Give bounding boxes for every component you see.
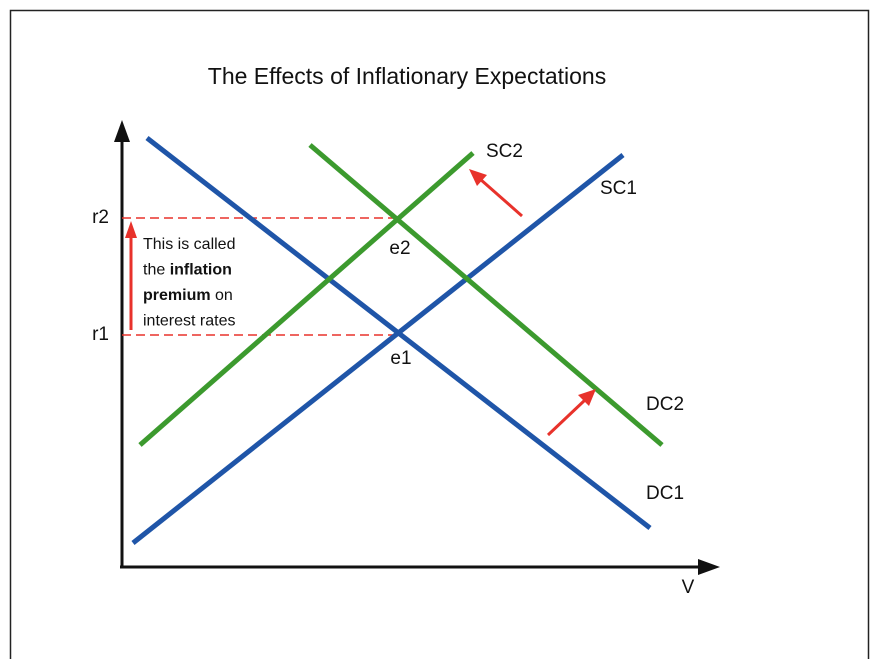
curve-label: SC1 — [600, 178, 637, 199]
shift-arrow — [546, 398, 587, 437]
sc1-curve — [131, 153, 625, 545]
x-axis-arrow — [698, 559, 720, 575]
title: The Effects of Inflationary Expectations — [208, 63, 606, 89]
annotation-bold: premium — [143, 287, 211, 304]
annotation-line: interest rates — [143, 313, 235, 330]
curve-label: SC2 — [486, 141, 523, 162]
annotation-text: the — [143, 262, 170, 279]
shift-arrowhead — [578, 389, 596, 406]
curve-label: DC2 — [646, 394, 684, 415]
annotation-line: premium on — [143, 287, 233, 304]
shift-arrowhead — [469, 169, 487, 186]
annotation-text: interest rates — [143, 313, 235, 330]
dc2-curve — [308, 143, 664, 447]
y-axis-arrow — [114, 120, 130, 142]
premium-arrowhead — [125, 221, 137, 238]
annotation: This is called the inflation premium on int… — [143, 236, 235, 330]
y-label: r1 — [92, 324, 109, 345]
annotation-text: This is called — [143, 236, 235, 253]
annotation-line: This is called — [143, 236, 235, 253]
point-label: e1 — [390, 348, 411, 369]
annotation-line: the inflation — [143, 262, 232, 279]
y-label: r2 — [92, 207, 109, 228]
shift-arrow — [479, 177, 523, 218]
sc2-curve — [138, 151, 475, 447]
annotation-bold: inflation — [170, 262, 232, 279]
curve-label: DC1 — [646, 483, 684, 504]
annotation-text: on — [211, 287, 233, 304]
x-label: V — [682, 577, 695, 598]
point-label: e2 — [389, 238, 410, 259]
